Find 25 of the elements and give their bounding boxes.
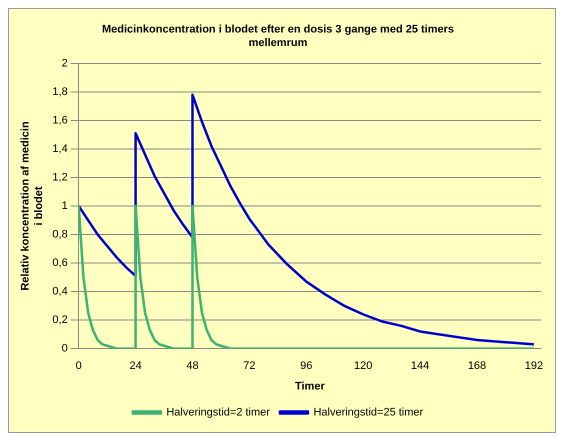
x-tick-label: 24: [129, 360, 142, 372]
x-tick-label: 168: [468, 360, 486, 372]
y-tick-label: 0,4: [52, 286, 68, 298]
legend-label: Halveringstid=2 timer: [166, 406, 270, 419]
legend-label: Halveringstid=25 timer: [313, 406, 424, 419]
y-tick-label: 1,4: [52, 142, 68, 155]
y-tick-label: 2: [62, 57, 68, 70]
y-tick-label: 0: [62, 342, 68, 355]
y-tick-label: 1,2: [52, 172, 68, 184]
x-tick-label: 0: [76, 360, 82, 372]
x-axis-title: Timer: [294, 380, 326, 392]
x-tick-label: 144: [410, 360, 430, 372]
y-tick-label: 0,2: [52, 314, 68, 326]
y-tick-label: 0,6: [52, 257, 68, 270]
y-tick-label: 1,8: [52, 86, 68, 98]
x-tick-label: 96: [300, 360, 312, 372]
chart-title: Medicinkoncentration i blodet efter en dosis 3 gange med 25 timers mellemrum: [102, 24, 454, 49]
x-tick-label: 48: [186, 360, 199, 372]
y-axis-title: Relativ koncentration af medicin i blodet: [20, 121, 45, 291]
y-tick-label: 1: [62, 200, 68, 212]
x-tick-label: 120: [354, 360, 372, 372]
y-tick-label: 0,8: [52, 228, 68, 241]
x-tick-label: 72: [243, 360, 256, 372]
x-tick-label: 192: [524, 360, 544, 372]
y-tick-label: 1,6: [52, 114, 68, 126]
